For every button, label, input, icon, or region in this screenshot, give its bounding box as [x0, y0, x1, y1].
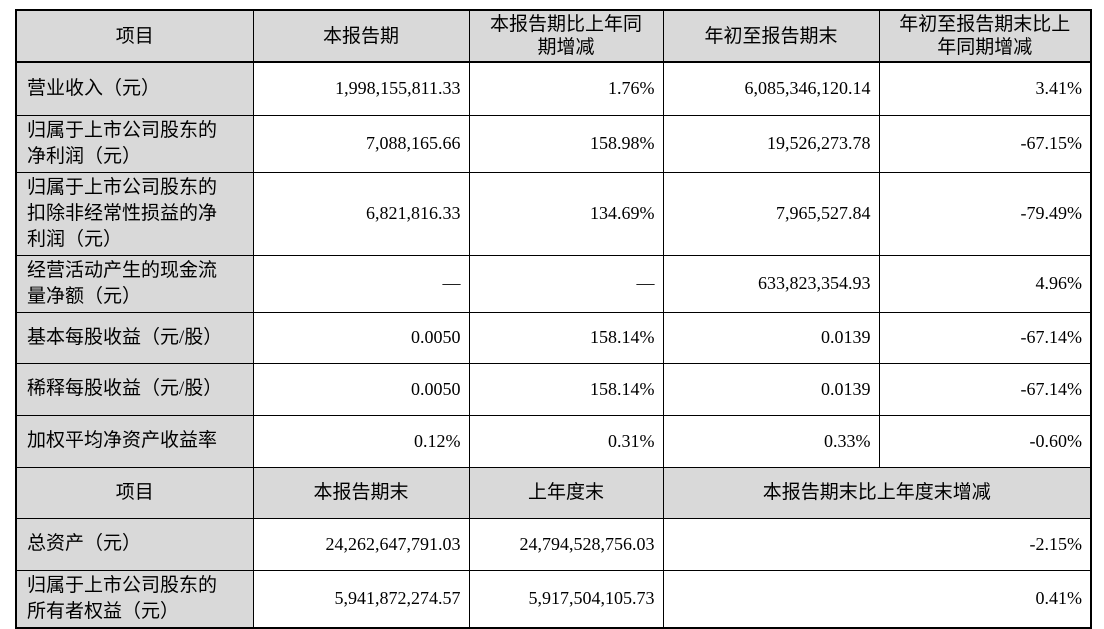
row-label: 归属于上市公司股东的 净利润（元） [15, 114, 254, 173]
value-cell: 158.98% [468, 114, 664, 173]
row-label: 总资产（元） [15, 517, 254, 571]
value-cell: 0.0139 [662, 362, 880, 416]
col-header-end-of-period: 本报告期末 [252, 466, 470, 519]
col-header-item-2: 项目 [15, 466, 254, 519]
value-cell: 6,085,346,120.14 [662, 61, 880, 116]
value-cell: -2.15% [662, 517, 1092, 571]
value-cell: 0.0050 [252, 311, 470, 364]
value-cell: -67.15% [878, 114, 1092, 173]
value-cell: -79.49% [878, 171, 1092, 256]
section1-header-row: 项目 本报告期 本报告期比上年同 期增减 年初至报告期末 年初至报告期末比上 年… [15, 9, 1092, 63]
col-header-ytd-yoy-change: 年初至报告期末比上 年同期增减 [878, 9, 1092, 63]
col-header-current-period: 本报告期 [252, 9, 470, 63]
value-cell: 7,965,527.84 [662, 171, 880, 256]
col-header-end-of-last-year: 上年度末 [468, 466, 664, 519]
value-cell: 24,262,647,791.03 [252, 517, 470, 571]
row-label: 归属于上市公司股东的 扣除非经常性损益的净 利润（元） [15, 171, 254, 256]
section2-header-row: 项目 本报告期末 上年度末 本报告期末比上年度末增减 [15, 466, 1092, 519]
value-cell: 633,823,354.93 [662, 254, 880, 313]
value-cell: -67.14% [878, 311, 1092, 364]
value-cell: 3.41% [878, 61, 1092, 116]
value-cell: 0.41% [662, 569, 1092, 628]
value-cell: — [252, 254, 470, 313]
value-cell: 4.96% [878, 254, 1092, 313]
value-cell: 158.14% [468, 311, 664, 364]
value-cell: 5,941,872,274.57 [252, 569, 470, 628]
col-header-ytd: 年初至报告期末 [662, 9, 880, 63]
table-row-weighted-avg-roe: 加权平均净资产收益率 0.12% 0.31% 0.33% -0.60% [15, 414, 1092, 468]
value-cell: 0.31% [468, 414, 664, 468]
row-label: 基本每股收益（元/股） [15, 311, 254, 364]
col-header-item: 项目 [15, 9, 254, 63]
table-row-net-profit-excl-nonrecurring: 归属于上市公司股东的 扣除非经常性损益的净 利润（元） 6,821,816.33… [15, 171, 1092, 256]
value-cell: 134.69% [468, 171, 664, 256]
row-label: 营业收入（元） [15, 61, 254, 116]
financial-summary-table: 项目 本报告期 本报告期比上年同 期增减 年初至报告期末 年初至报告期末比上 年… [15, 9, 1092, 629]
table-row-total-assets: 总资产（元） 24,262,647,791.03 24,794,528,756.… [15, 517, 1092, 571]
value-cell: 1.76% [468, 61, 664, 116]
row-label: 稀释每股收益（元/股） [15, 362, 254, 416]
col-header-yoy-change: 本报告期比上年同 期增减 [468, 9, 664, 63]
table-row-owners-equity: 归属于上市公司股东的 所有者权益（元） 5,941,872,274.57 5,9… [15, 569, 1092, 628]
table-row-revenue: 营业收入（元） 1,998,155,811.33 1.76% 6,085,346… [15, 61, 1092, 116]
table-row-basic-eps: 基本每股收益（元/股） 0.0050 158.14% 0.0139 -67.14… [15, 311, 1092, 364]
value-cell: 0.0050 [252, 362, 470, 416]
value-cell: -0.60% [878, 414, 1092, 468]
col-header-change-vs-last-year-end: 本报告期末比上年度末增减 [662, 466, 1092, 519]
value-cell: -67.14% [878, 362, 1092, 416]
value-cell: 0.0139 [662, 311, 880, 364]
value-cell: 158.14% [468, 362, 664, 416]
value-cell: 1,998,155,811.33 [252, 61, 470, 116]
row-label: 加权平均净资产收益率 [15, 414, 254, 468]
row-label: 归属于上市公司股东的 所有者权益（元） [15, 569, 254, 628]
value-cell: 0.33% [662, 414, 880, 468]
value-cell: 19,526,273.78 [662, 114, 880, 173]
value-cell: 7,088,165.66 [252, 114, 470, 173]
table-row-net-profit: 归属于上市公司股东的 净利润（元） 7,088,165.66 158.98% 1… [15, 114, 1092, 173]
value-cell: 24,794,528,756.03 [468, 517, 664, 571]
table-row-operating-cash-flow: 经营活动产生的现金流 量净额（元） — — 633,823,354.93 4.9… [15, 254, 1092, 313]
table-row-diluted-eps: 稀释每股收益（元/股） 0.0050 158.14% 0.0139 -67.14… [15, 362, 1092, 416]
value-cell: 6,821,816.33 [252, 171, 470, 256]
row-label: 经营活动产生的现金流 量净额（元） [15, 254, 254, 313]
value-cell: — [468, 254, 664, 313]
value-cell: 0.12% [252, 414, 470, 468]
value-cell: 5,917,504,105.73 [468, 569, 664, 628]
